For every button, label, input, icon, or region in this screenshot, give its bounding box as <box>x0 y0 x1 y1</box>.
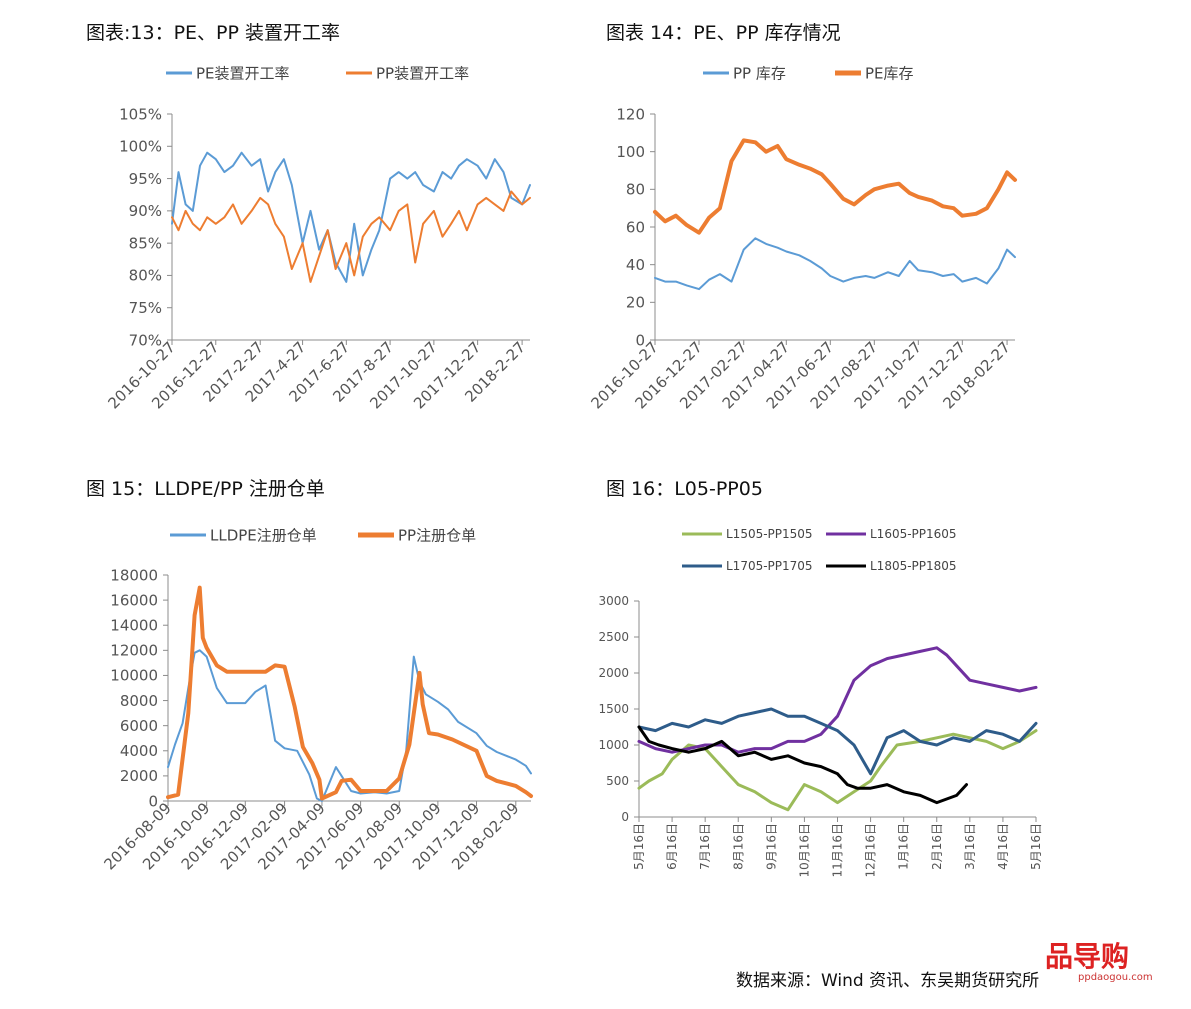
y-tick-label: 95% <box>129 170 162 188</box>
x-tick-label: 5月16日 <box>632 823 646 870</box>
y-tick-label: 500 <box>606 774 629 788</box>
series-line-0 <box>637 729 1038 812</box>
y-tick-label: 1500 <box>598 702 629 716</box>
y-tick-label: 8000 <box>120 692 158 710</box>
series-line-1 <box>653 138 1017 235</box>
y-tick-label: 2000 <box>598 666 629 680</box>
x-tick-label: 10月16日 <box>797 823 811 878</box>
legend-label: L1705-PP1705 <box>726 559 813 573</box>
legend-label: PP注册仓单 <box>398 526 476 544</box>
y-tick-label: 3000 <box>598 594 629 608</box>
legend-label: PE装置开工率 <box>196 64 290 82</box>
series-line-1 <box>171 190 531 283</box>
legend-label: PE库存 <box>865 64 914 82</box>
figure-16-title: 图 16：L05-PP05 <box>606 478 763 500</box>
x-tick-label: 4月16日 <box>996 823 1010 870</box>
watermark-logo-text: 品导购 <box>1045 940 1129 973</box>
figure-15-title: 图 15：LLDPE/PP 注册仓单 <box>86 478 325 500</box>
y-tick-label: 2500 <box>598 630 629 644</box>
legend-label: L1605-PP1605 <box>870 527 957 541</box>
legend-label: PP装置开工率 <box>376 64 469 82</box>
y-tick-label: 100 <box>616 143 645 161</box>
y-tick-label: 0 <box>621 810 629 824</box>
x-tick-label: 6月16日 <box>665 823 679 870</box>
y-tick-label: 6000 <box>120 717 158 735</box>
legend-label: PP 库存 <box>733 64 786 82</box>
y-tick-label: 75% <box>129 299 162 317</box>
x-tick-label: 12月16日 <box>864 823 878 878</box>
y-tick-label: 0 <box>148 792 158 810</box>
y-tick-label: 70% <box>129 331 162 349</box>
series-line-0 <box>654 237 1016 291</box>
y-tick-label: 4000 <box>120 742 158 760</box>
x-tick-label: 8月16日 <box>731 823 745 870</box>
y-tick-label: 18000 <box>110 566 158 584</box>
series-line-1 <box>637 646 1038 754</box>
y-tick-label: 120 <box>616 105 645 123</box>
y-tick-label: 14000 <box>110 616 158 634</box>
x-tick-label: 3月16日 <box>963 823 977 870</box>
series-line-0 <box>167 649 532 802</box>
x-tick-label: 9月16日 <box>764 823 778 870</box>
legend-label: L1805-PP1805 <box>870 559 957 573</box>
y-tick-label: 16000 <box>110 591 158 609</box>
x-tick-label: 1月16日 <box>897 823 911 870</box>
y-tick-label: 20 <box>626 294 645 312</box>
y-tick-label: 85% <box>129 234 162 252</box>
y-tick-label: 2000 <box>120 767 158 785</box>
x-tick-label: 2月16日 <box>930 823 944 870</box>
source-note: 数据来源：Wind 资讯、东吴期货研究所 <box>736 971 1040 991</box>
y-tick-label: 0 <box>635 331 645 349</box>
y-tick-label: 1000 <box>598 738 629 752</box>
y-tick-label: 100% <box>119 138 162 156</box>
y-tick-label: 12000 <box>110 642 158 660</box>
y-tick-label: 10000 <box>110 667 158 685</box>
watermark-logo: 品导购 <box>1045 938 1173 974</box>
legend-label: LLDPE注册仓单 <box>210 526 317 544</box>
series-line-2 <box>637 707 1038 776</box>
x-tick-label: 5月16日 <box>1029 823 1043 870</box>
series-line-0 <box>171 151 531 283</box>
series-line-3 <box>637 725 968 805</box>
y-tick-label: 80% <box>129 267 162 285</box>
watermark-url: ppdaogou.com <box>1078 972 1153 983</box>
x-tick-label: 7月16日 <box>698 823 712 870</box>
y-tick-label: 90% <box>129 202 162 220</box>
legend-label: L1505-PP1505 <box>726 527 813 541</box>
y-tick-label: 60 <box>626 218 645 236</box>
figure-13-title: 图表:13：PE、PP 装置开工率 <box>86 22 340 44</box>
y-tick-label: 40 <box>626 256 645 274</box>
y-tick-label: 105% <box>119 105 162 123</box>
figure-14-title: 图表 14：PE、PP 库存情况 <box>606 22 841 44</box>
y-tick-label: 80 <box>626 181 645 199</box>
series-line-1 <box>166 585 533 801</box>
x-tick-label: 11月16日 <box>831 823 845 878</box>
